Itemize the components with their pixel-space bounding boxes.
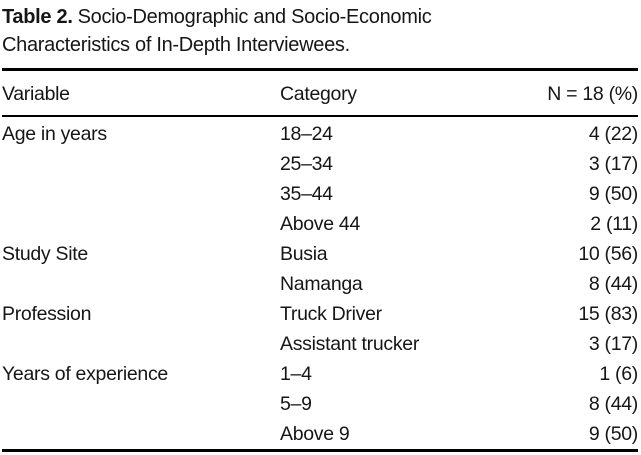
table-row: Assistant trucker 3 (17) [2,329,638,359]
table-row: Years of experience 1–4 1 (6) [2,359,638,389]
cell-category: 25–34 [280,153,333,175]
cell-variable [2,419,280,451]
cell-value: 4 (22) [588,123,638,145]
column-header-category: Category [280,69,535,117]
cell-variable: Study Site [2,243,88,265]
table-row: Study Site Busia 10 (56) [2,239,638,269]
table-row: 5–9 8 (44) [2,389,638,419]
cell-variable: Age in years [2,123,107,145]
table-row: 25–34 3 (17) [2,149,638,179]
cell-category: Above 9 [280,423,350,445]
cell-variable [2,179,280,209]
cell-variable [2,329,280,359]
cell-value: 9 (50) [588,183,638,205]
table-row: Above 9 9 (50) [2,419,638,451]
table-row: Profession Truck Driver 15 (83) [2,299,638,329]
cell-value: 10 (56) [578,243,638,265]
table-row: Above 44 2 (11) [2,209,638,239]
demographics-table: Variable Category N = 18 (%) Age in year… [2,68,638,452]
cell-variable: Profession [2,303,92,325]
cell-variable: Years of experience [2,363,168,385]
cell-value: 15 (83) [578,303,638,325]
cell-value: 1 (6) [599,363,638,385]
cell-variable [2,389,280,419]
cell-value: 9 (50) [588,423,638,445]
cell-category: 18–24 [280,123,333,145]
cell-category: 5–9 [280,393,312,415]
cell-category: Truck Driver [280,303,382,325]
cell-category: 1–4 [280,363,312,385]
table-body: Age in years 18–24 4 (22) 25–34 3 (17) 3… [2,116,638,451]
table-row: Namanga 8 (44) [2,269,638,299]
table-header: Variable Category N = 18 (%) [2,69,638,117]
table-row: Age in years 18–24 4 (22) [2,116,638,149]
table-caption-label: Table 2. [2,6,73,28]
table-caption-text: Socio-Demographic and Socio-Economic Cha… [2,6,432,56]
cell-category: Busia [280,243,328,265]
cell-category: 35–44 [280,183,333,205]
header-row: Variable Category N = 18 (%) [2,69,638,117]
cell-category: Assistant trucker [280,333,420,355]
cell-value: 8 (44) [588,273,638,295]
cell-value: 3 (17) [588,153,638,175]
table-caption: Table 2. Socio-Demographic and Socio-Econ… [2,3,547,59]
cell-value: 2 (11) [590,213,638,235]
column-header-n: N = 18 (%) [535,69,638,117]
cell-category: Above 44 [280,213,360,235]
table-row: 35–44 9 (50) [2,179,638,209]
cell-variable [2,149,280,179]
cell-value: 8 (44) [588,393,638,415]
cell-variable [2,269,280,299]
column-header-variable: Variable [2,69,280,117]
cell-variable [2,209,280,239]
cell-value: 3 (17) [588,333,638,355]
cell-category: Namanga [280,273,363,295]
